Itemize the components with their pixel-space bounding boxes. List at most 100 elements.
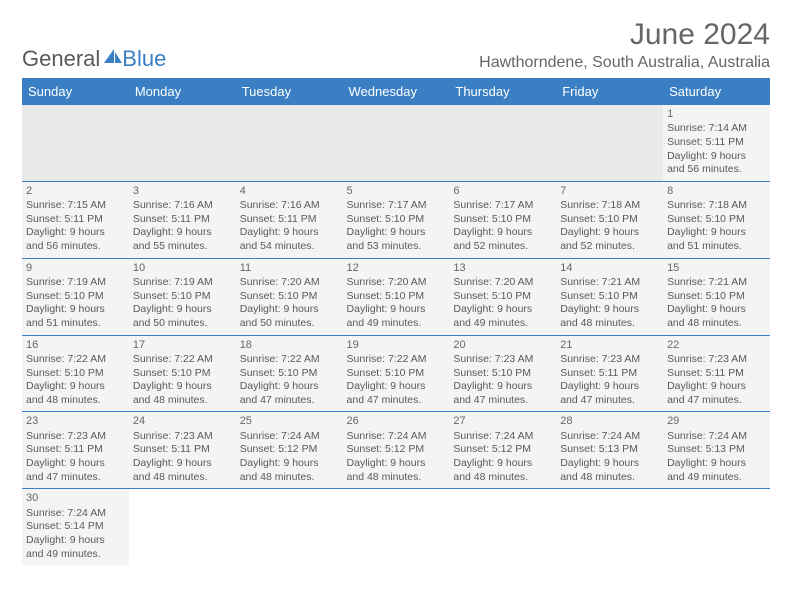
table-row: 9Sunrise: 7:19 AMSunset: 5:10 PMDaylight…	[22, 258, 770, 335]
calendar-cell: 23Sunrise: 7:23 AMSunset: 5:11 PMDayligh…	[22, 412, 129, 489]
logo-text-2: Blue	[122, 46, 166, 72]
sunset-text: Sunset: 5:10 PM	[453, 290, 552, 304]
daylight-text: Daylight: 9 hours and 50 minutes.	[240, 303, 339, 330]
day-number: 17	[133, 338, 232, 352]
sunset-text: Sunset: 5:10 PM	[560, 290, 659, 304]
day-number: 7	[560, 184, 659, 198]
sunset-text: Sunset: 5:10 PM	[453, 367, 552, 381]
sunset-text: Sunset: 5:10 PM	[667, 213, 766, 227]
sunset-text: Sunset: 5:11 PM	[560, 367, 659, 381]
daylight-text: Daylight: 9 hours and 52 minutes.	[453, 226, 552, 253]
daylight-text: Daylight: 9 hours and 48 minutes.	[347, 457, 446, 484]
header: General Blue June 2024 Hawthorndene, Sou…	[22, 18, 770, 72]
day-number: 30	[26, 491, 125, 505]
sunrise-text: Sunrise: 7:23 AM	[26, 430, 125, 444]
day-number: 20	[453, 338, 552, 352]
day-header: Tuesday	[236, 78, 343, 105]
daylight-text: Daylight: 9 hours and 55 minutes.	[133, 226, 232, 253]
day-number: 21	[560, 338, 659, 352]
logo-text-1: General	[22, 46, 100, 72]
daylight-text: Daylight: 9 hours and 47 minutes.	[240, 380, 339, 407]
day-header: Wednesday	[343, 78, 450, 105]
sunrise-text: Sunrise: 7:18 AM	[667, 199, 766, 213]
calendar-cell: 4Sunrise: 7:16 AMSunset: 5:11 PMDaylight…	[236, 181, 343, 258]
calendar-cell	[22, 105, 129, 181]
sunset-text: Sunset: 5:11 PM	[240, 213, 339, 227]
sail-icon	[102, 47, 124, 65]
daylight-text: Daylight: 9 hours and 49 minutes.	[453, 303, 552, 330]
calendar-cell	[236, 105, 343, 181]
calendar-cell: 6Sunrise: 7:17 AMSunset: 5:10 PMDaylight…	[449, 181, 556, 258]
calendar-cell: 25Sunrise: 7:24 AMSunset: 5:12 PMDayligh…	[236, 412, 343, 489]
table-row: 16Sunrise: 7:22 AMSunset: 5:10 PMDayligh…	[22, 335, 770, 412]
sunrise-text: Sunrise: 7:19 AM	[133, 276, 232, 290]
calendar-cell	[129, 105, 236, 181]
daylight-text: Daylight: 9 hours and 47 minutes.	[453, 380, 552, 407]
day-header: Sunday	[22, 78, 129, 105]
daylight-text: Daylight: 9 hours and 47 minutes.	[347, 380, 446, 407]
calendar-cell: 29Sunrise: 7:24 AMSunset: 5:13 PMDayligh…	[663, 412, 770, 489]
daylight-text: Daylight: 9 hours and 47 minutes.	[560, 380, 659, 407]
day-header: Monday	[129, 78, 236, 105]
sunset-text: Sunset: 5:10 PM	[26, 290, 125, 304]
daylight-text: Daylight: 9 hours and 54 minutes.	[240, 226, 339, 253]
day-number: 11	[240, 261, 339, 275]
day-number: 12	[347, 261, 446, 275]
calendar-cell: 20Sunrise: 7:23 AMSunset: 5:10 PMDayligh…	[449, 335, 556, 412]
calendar-cell: 11Sunrise: 7:20 AMSunset: 5:10 PMDayligh…	[236, 258, 343, 335]
sunset-text: Sunset: 5:13 PM	[667, 443, 766, 457]
calendar-cell: 17Sunrise: 7:22 AMSunset: 5:10 PMDayligh…	[129, 335, 236, 412]
day-number: 23	[26, 414, 125, 428]
day-number: 8	[667, 184, 766, 198]
sunset-text: Sunset: 5:10 PM	[347, 290, 446, 304]
day-number: 14	[560, 261, 659, 275]
day-number: 19	[347, 338, 446, 352]
sunset-text: Sunset: 5:14 PM	[26, 520, 125, 534]
sunrise-text: Sunrise: 7:23 AM	[560, 353, 659, 367]
daylight-text: Daylight: 9 hours and 56 minutes.	[667, 150, 766, 177]
calendar-cell: 18Sunrise: 7:22 AMSunset: 5:10 PMDayligh…	[236, 335, 343, 412]
sunrise-text: Sunrise: 7:20 AM	[453, 276, 552, 290]
sunrise-text: Sunrise: 7:16 AM	[240, 199, 339, 213]
sunrise-text: Sunrise: 7:24 AM	[667, 430, 766, 444]
sunrise-text: Sunrise: 7:24 AM	[240, 430, 339, 444]
sunset-text: Sunset: 5:10 PM	[26, 367, 125, 381]
sunset-text: Sunset: 5:10 PM	[240, 367, 339, 381]
day-header-row: Sunday Monday Tuesday Wednesday Thursday…	[22, 78, 770, 105]
calendar-cell: 15Sunrise: 7:21 AMSunset: 5:10 PMDayligh…	[663, 258, 770, 335]
sunset-text: Sunset: 5:11 PM	[26, 213, 125, 227]
day-header: Thursday	[449, 78, 556, 105]
table-row: 30Sunrise: 7:24 AMSunset: 5:14 PMDayligh…	[22, 489, 770, 565]
calendar-cell: 1Sunrise: 7:14 AMSunset: 5:11 PMDaylight…	[663, 105, 770, 181]
calendar-cell: 2Sunrise: 7:15 AMSunset: 5:11 PMDaylight…	[22, 181, 129, 258]
calendar-cell	[556, 489, 663, 565]
daylight-text: Daylight: 9 hours and 48 minutes.	[560, 457, 659, 484]
day-number: 15	[667, 261, 766, 275]
calendar-cell	[449, 105, 556, 181]
calendar-cell: 13Sunrise: 7:20 AMSunset: 5:10 PMDayligh…	[449, 258, 556, 335]
calendar-cell: 10Sunrise: 7:19 AMSunset: 5:10 PMDayligh…	[129, 258, 236, 335]
sunset-text: Sunset: 5:11 PM	[26, 443, 125, 457]
sunset-text: Sunset: 5:10 PM	[240, 290, 339, 304]
calendar-cell: 16Sunrise: 7:22 AMSunset: 5:10 PMDayligh…	[22, 335, 129, 412]
daylight-text: Daylight: 9 hours and 51 minutes.	[667, 226, 766, 253]
day-header: Friday	[556, 78, 663, 105]
calendar-cell: 8Sunrise: 7:18 AMSunset: 5:10 PMDaylight…	[663, 181, 770, 258]
sunset-text: Sunset: 5:10 PM	[453, 213, 552, 227]
daylight-text: Daylight: 9 hours and 56 minutes.	[26, 226, 125, 253]
sunset-text: Sunset: 5:11 PM	[667, 367, 766, 381]
sunrise-text: Sunrise: 7:20 AM	[347, 276, 446, 290]
sunrise-text: Sunrise: 7:22 AM	[240, 353, 339, 367]
table-row: 2Sunrise: 7:15 AMSunset: 5:11 PMDaylight…	[22, 181, 770, 258]
day-number: 2	[26, 184, 125, 198]
daylight-text: Daylight: 9 hours and 49 minutes.	[26, 534, 125, 561]
day-number: 27	[453, 414, 552, 428]
day-number: 25	[240, 414, 339, 428]
location: Hawthorndene, South Australia, Australia	[479, 54, 770, 72]
sunset-text: Sunset: 5:13 PM	[560, 443, 659, 457]
calendar-cell: 26Sunrise: 7:24 AMSunset: 5:12 PMDayligh…	[343, 412, 450, 489]
day-number: 13	[453, 261, 552, 275]
daylight-text: Daylight: 9 hours and 48 minutes.	[26, 380, 125, 407]
sunrise-text: Sunrise: 7:19 AM	[26, 276, 125, 290]
sunset-text: Sunset: 5:10 PM	[133, 367, 232, 381]
